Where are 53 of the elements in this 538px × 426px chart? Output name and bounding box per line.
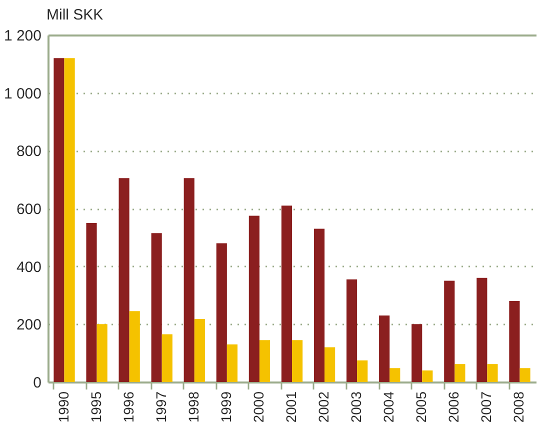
y-tick-label: 400 xyxy=(16,258,42,276)
bar xyxy=(248,216,260,382)
bar xyxy=(346,279,358,382)
y-tick-label: 800 xyxy=(16,143,42,160)
bar xyxy=(509,301,520,382)
bar xyxy=(118,178,130,382)
x-tick-label: 2002 xyxy=(316,391,332,423)
x-tick-label: 1990 xyxy=(55,391,72,423)
bar xyxy=(226,344,238,382)
y-tick-label: 1 200 xyxy=(4,28,42,44)
bar xyxy=(422,370,433,382)
x-tick-label: 1996 xyxy=(120,391,136,423)
x-tick-label: 1998 xyxy=(185,391,202,423)
bar xyxy=(379,315,390,382)
y-tick-label: 0 xyxy=(33,374,42,392)
bar xyxy=(129,311,140,382)
y-axis-title: Mill SKK xyxy=(46,6,104,24)
x-tick-label: 2001 xyxy=(283,391,299,423)
x-tick-label: 1997 xyxy=(152,391,169,423)
bar xyxy=(357,360,368,382)
y-tick-label: 1 000 xyxy=(4,85,42,102)
bar xyxy=(314,228,325,382)
bar xyxy=(259,340,270,382)
bar xyxy=(444,280,455,382)
y-tick-label: 600 xyxy=(16,201,42,218)
bar xyxy=(184,178,194,382)
bar xyxy=(151,233,162,382)
bar xyxy=(520,368,530,382)
x-tick-label: 2006 xyxy=(446,391,462,423)
bar xyxy=(194,318,205,382)
bar xyxy=(54,58,64,382)
x-tick-label: 2004 xyxy=(380,391,397,423)
bar xyxy=(162,334,172,382)
bar xyxy=(86,222,97,382)
bar xyxy=(487,364,498,382)
x-tick-label: 2005 xyxy=(413,391,430,423)
bar xyxy=(96,324,108,382)
bar xyxy=(390,368,400,382)
x-tick-label: 2003 xyxy=(348,391,364,423)
bar xyxy=(64,58,75,382)
x-tick-label: 1995 xyxy=(88,391,104,423)
x-tick-label: 2008 xyxy=(510,391,527,423)
x-tick-label: 1999 xyxy=(218,391,234,423)
x-tick-label: 2000 xyxy=(250,391,266,423)
bar xyxy=(216,243,227,382)
y-tick-label: 200 xyxy=(16,316,42,334)
bar xyxy=(454,364,466,382)
bar xyxy=(292,340,303,382)
bar xyxy=(476,278,488,382)
bar xyxy=(281,206,292,382)
x-tick-label: 2007 xyxy=(478,391,494,423)
bar xyxy=(412,324,422,382)
bar xyxy=(324,347,336,382)
